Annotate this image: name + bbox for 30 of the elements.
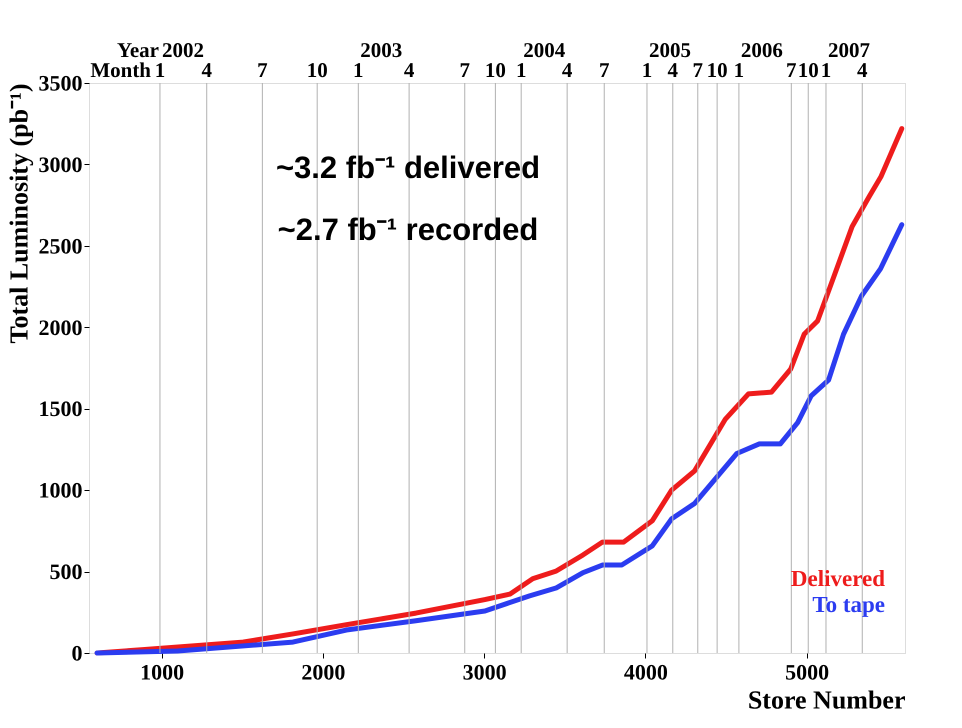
x-tick-label: 2000 (301, 660, 346, 684)
x-tick-label: 1000 (140, 660, 184, 684)
text: 4 (201, 58, 212, 82)
annotation: ~3.2 fb⁻¹ delivered (276, 150, 540, 185)
y-tick-label: 3000 (38, 152, 82, 177)
y-tick-label: 0 (72, 640, 82, 666)
y-tick-label: 2000 (38, 314, 82, 340)
text: 10 (306, 58, 328, 82)
x-tick-label: 5000 (785, 660, 830, 684)
text: Delivered (790, 566, 886, 591)
y-tick-label: 3500 (38, 70, 82, 96)
text: 7 (786, 58, 797, 82)
text: 10 (484, 58, 506, 82)
y-tick-label: 1500 (38, 396, 82, 422)
y-tick-label: 2500 (38, 233, 82, 258)
x-axis-title: Store Number (748, 686, 906, 714)
text: 10 (798, 58, 819, 82)
text: 7 (692, 58, 704, 82)
text: 7 (598, 58, 610, 82)
y-tick-label: 500 (50, 559, 82, 584)
y-tick-label: 1000 (38, 478, 82, 503)
x-tick-label: 4000 (624, 660, 668, 684)
x-tick-label: 3000 (462, 660, 507, 684)
text: 7 (459, 58, 470, 82)
text: 10 (706, 58, 728, 82)
text: To tape (812, 592, 885, 617)
y-axis-title: Total Luminosity (pb⁻¹) (4, 84, 34, 344)
text: 7 (257, 58, 268, 82)
text: 4 (404, 58, 415, 82)
annotation: ~2.7 fb⁻¹ recorded (278, 212, 538, 247)
